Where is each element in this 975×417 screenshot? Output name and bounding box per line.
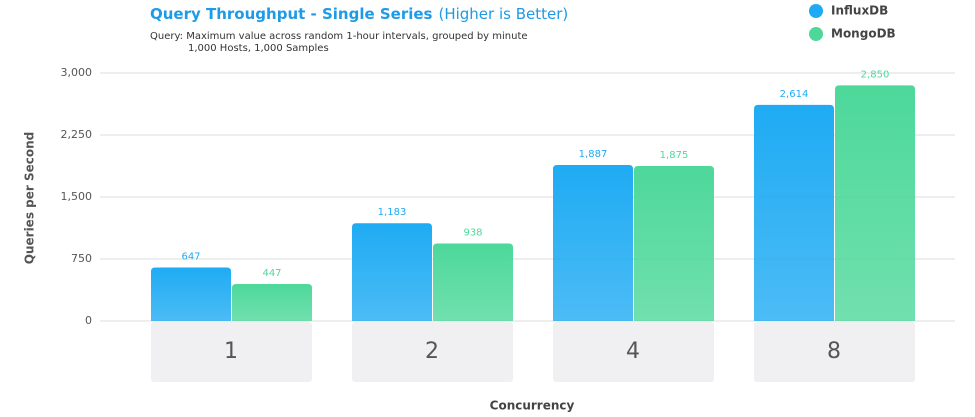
- x-tick-label: 8: [827, 339, 841, 364]
- category-box: [352, 322, 513, 382]
- value-label: 1,183: [378, 207, 407, 218]
- x-tick-label: 4: [626, 339, 640, 364]
- value-label: 938: [463, 227, 482, 238]
- x-tick-label: 1: [224, 339, 238, 364]
- value-label: 1,887: [579, 149, 608, 160]
- bar: [553, 165, 633, 321]
- y-tick-label: 1,500: [61, 190, 93, 203]
- subtitle: 1,000 Hosts, 1,000 Samples: [188, 43, 329, 54]
- title-main: Query Throughput - Single Series: [150, 5, 433, 23]
- y-tick-label: 2,250: [61, 128, 93, 141]
- y-tick-label: 750: [71, 252, 92, 265]
- subtitle: Query: Maximum value across random 1-hou…: [150, 31, 528, 42]
- x-axis-title: Concurrency: [490, 399, 575, 413]
- bar: [754, 104, 834, 321]
- legend-swatch: [809, 4, 823, 18]
- title-note: (Higher is Better): [438, 5, 568, 23]
- x-tick-label: 2: [425, 339, 439, 364]
- bar: [433, 243, 513, 321]
- value-label: 2,614: [780, 89, 809, 100]
- legend-label: InfluxDB: [831, 4, 888, 18]
- value-label: 2,850: [861, 69, 890, 80]
- bar: [151, 267, 231, 321]
- legend-swatch: [809, 27, 823, 41]
- value-label: 1,875: [660, 150, 689, 161]
- category-box: [754, 322, 915, 382]
- y-axis-title: Queries per Second: [23, 132, 37, 264]
- bar: [835, 85, 915, 322]
- bar: [352, 223, 432, 321]
- legend-label: MongoDB: [831, 27, 896, 41]
- value-label: 447: [262, 268, 281, 279]
- value-label: 647: [181, 252, 200, 263]
- bar: [232, 284, 312, 321]
- category-box: [553, 322, 714, 382]
- chart-title: Query Throughput - Single Series (Higher …: [150, 5, 568, 23]
- y-tick-label: 0: [85, 314, 92, 327]
- category-box: [151, 322, 312, 382]
- y-tick-label: 3,000: [61, 66, 93, 79]
- bar: [634, 166, 714, 321]
